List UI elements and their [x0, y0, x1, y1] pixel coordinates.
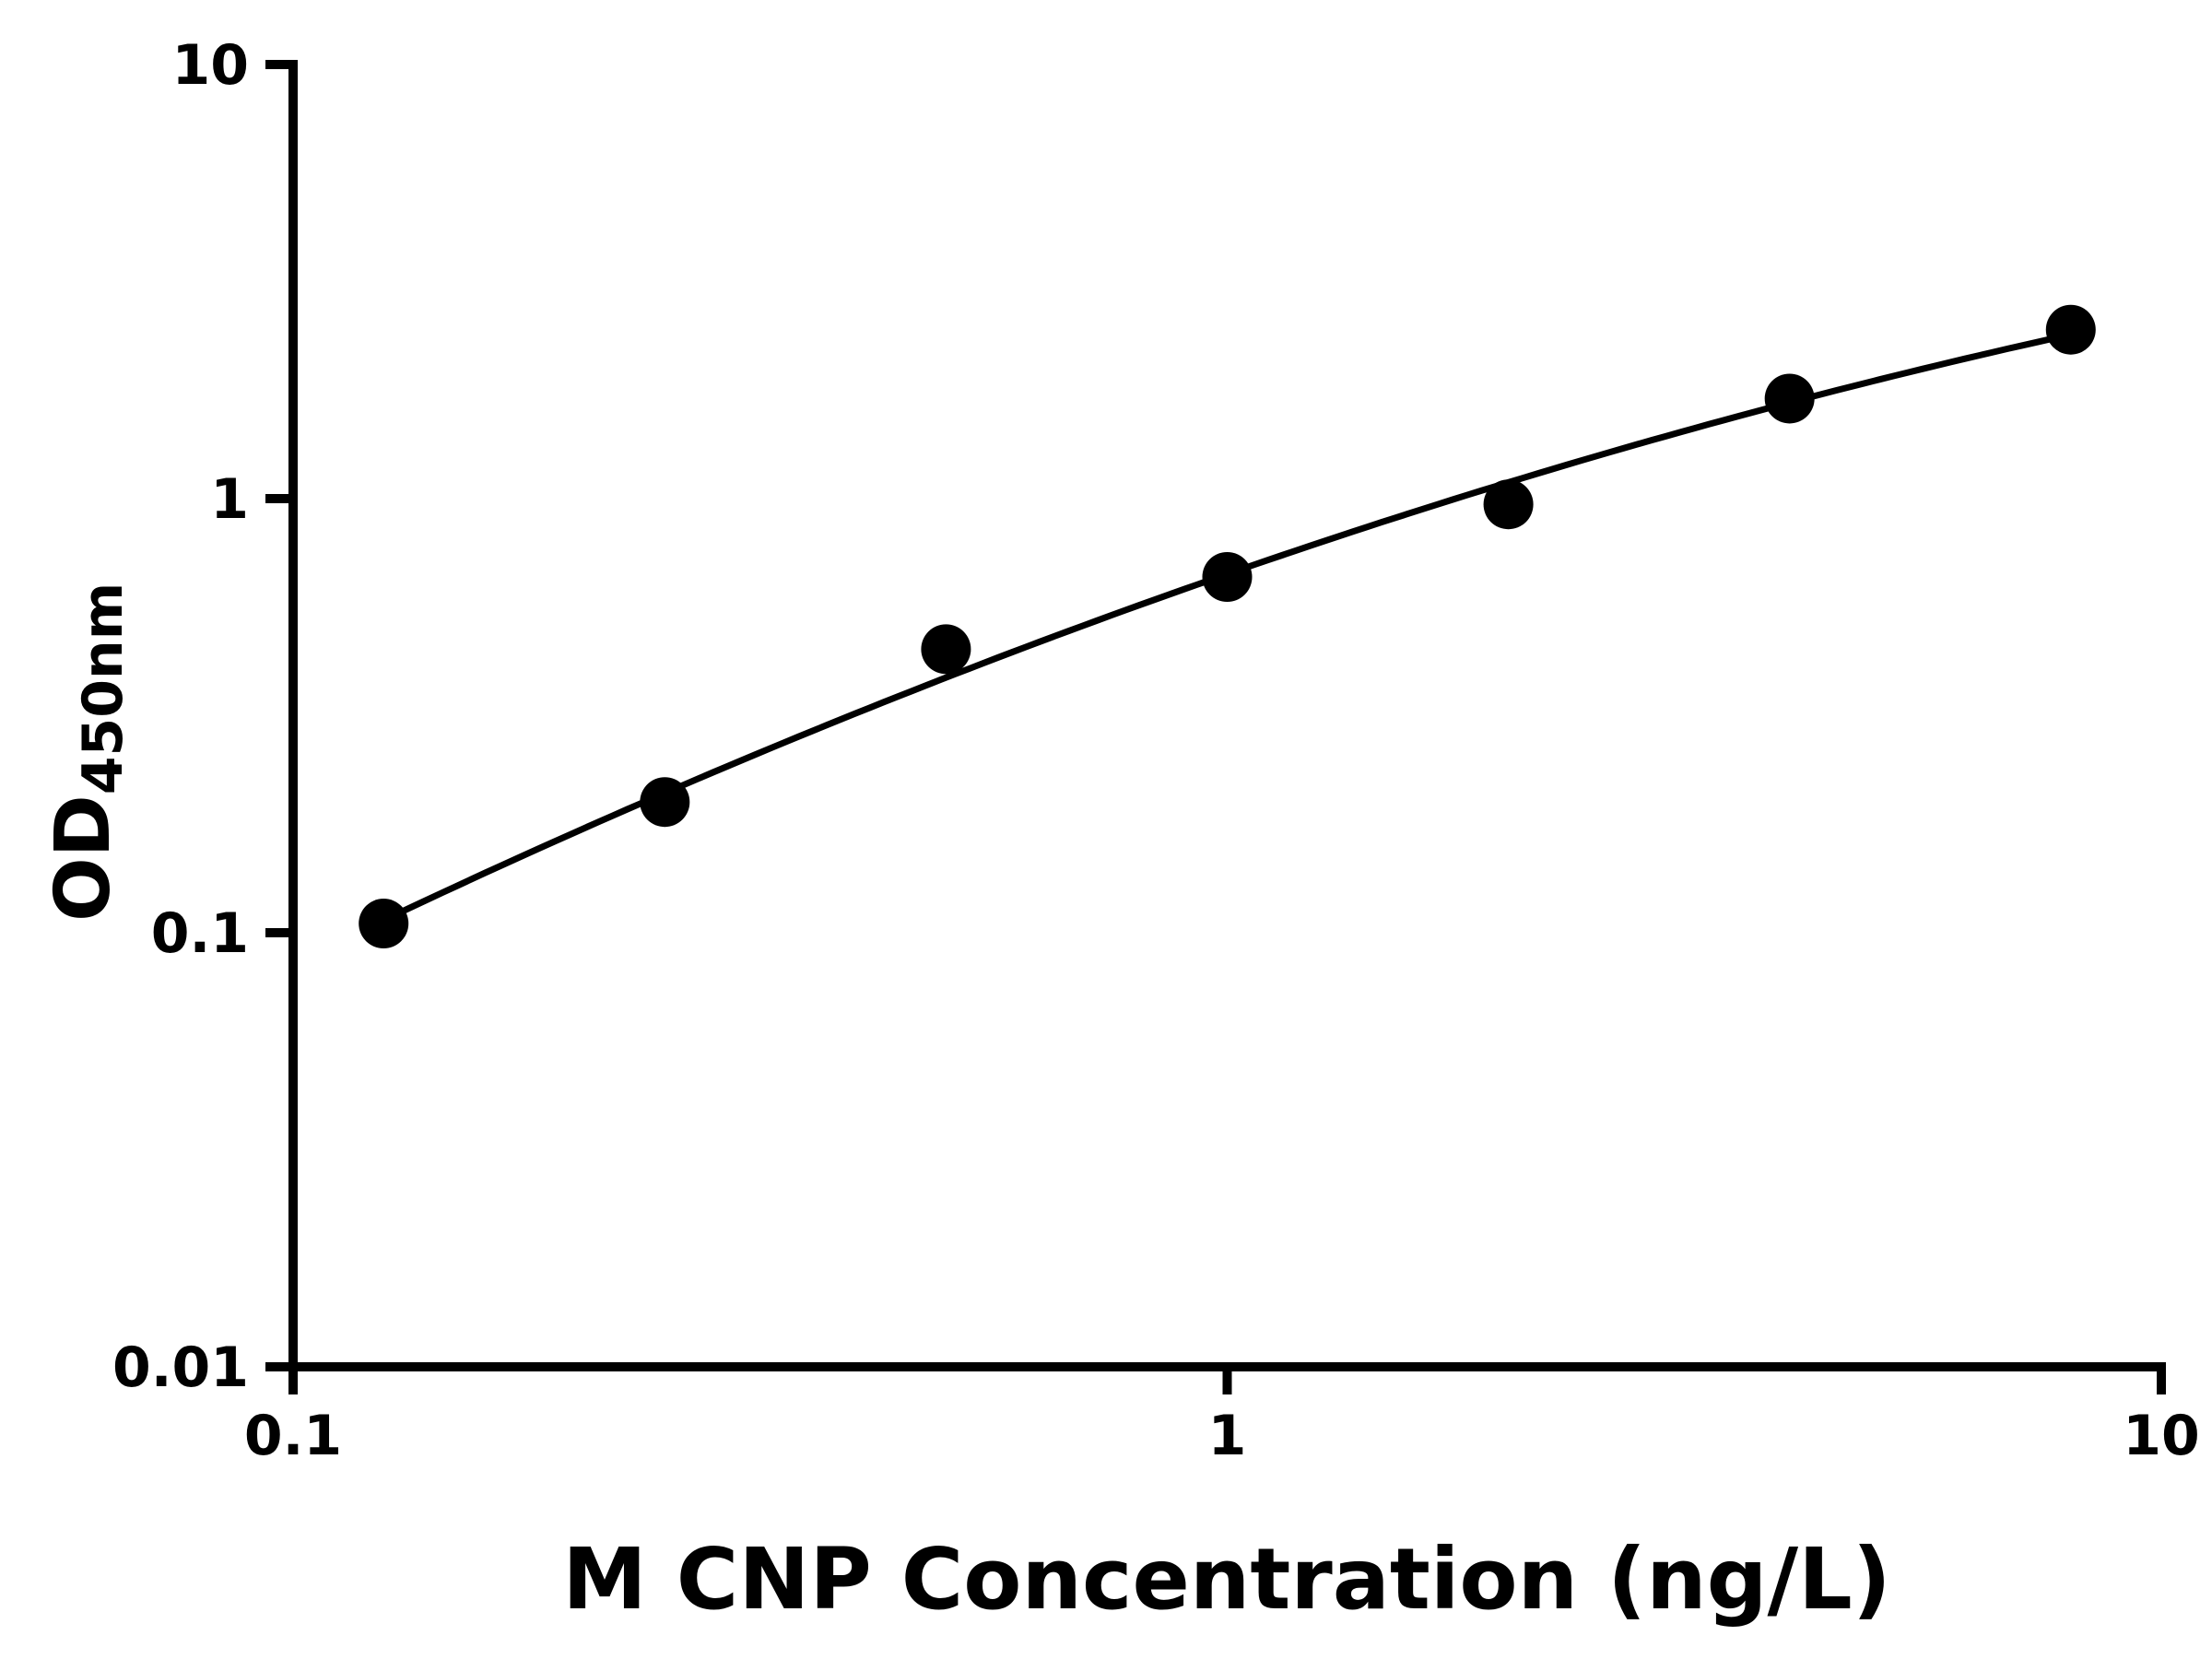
- data-point: [2045, 304, 2096, 355]
- y-axis-title: OD450nm: [40, 582, 135, 922]
- y-tick-label: 0.01: [112, 1335, 249, 1400]
- data-points: [359, 304, 2096, 949]
- x-axis-ticks: 0.1 1 10: [244, 1367, 2200, 1468]
- y-axis-ticks: 0.01 0.1 1 10: [112, 33, 293, 1400]
- axes: [288, 60, 2166, 1371]
- x-tick-label: 1: [1208, 1404, 1247, 1468]
- fit-curve-line: [370, 329, 2080, 929]
- data-point: [359, 899, 409, 949]
- y-axis-title-main: OD: [40, 794, 127, 922]
- y-axis-title-sub: 450nm: [71, 582, 135, 794]
- y-tick-label: 0.1: [151, 901, 249, 966]
- data-point: [1202, 551, 1253, 602]
- data-point: [1764, 373, 1815, 424]
- x-tick-label: 10: [2123, 1404, 2200, 1468]
- data-point: [921, 624, 971, 675]
- data-point: [1483, 479, 1534, 530]
- y-tick-label: 1: [210, 467, 249, 532]
- x-tick-label: 0.1: [244, 1404, 342, 1468]
- data-point: [640, 777, 690, 828]
- y-tick-label: 10: [172, 33, 250, 98]
- x-axis-title: M CNP Concentration (ng/L): [562, 1530, 1891, 1629]
